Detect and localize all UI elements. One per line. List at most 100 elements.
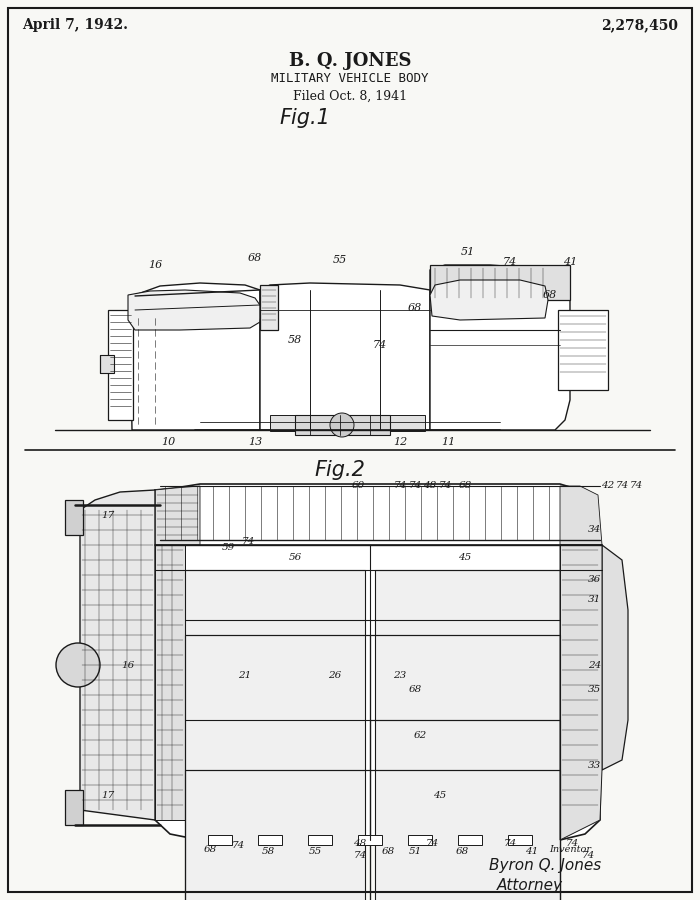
Bar: [260, 285, 278, 330]
Text: 60: 60: [351, 481, 365, 490]
Circle shape: [56, 643, 100, 687]
Text: 68: 68: [458, 481, 472, 490]
Text: 74: 74: [232, 841, 244, 850]
Text: 51: 51: [461, 247, 475, 257]
Text: 16: 16: [121, 661, 134, 670]
Text: 74: 74: [503, 257, 517, 267]
Text: 16: 16: [148, 260, 162, 270]
Text: 74: 74: [566, 839, 579, 848]
Bar: [458, 835, 482, 845]
Text: 68: 68: [382, 848, 395, 857]
Text: 42: 42: [601, 481, 615, 490]
Text: 68: 68: [248, 253, 262, 263]
Text: 74: 74: [393, 481, 407, 490]
Bar: [185, 545, 370, 900]
Polygon shape: [155, 545, 185, 820]
Text: 51: 51: [408, 848, 421, 857]
Text: 74: 74: [241, 537, 255, 546]
Text: 74: 74: [629, 481, 643, 490]
Text: 31: 31: [589, 596, 601, 605]
Text: 13: 13: [248, 437, 262, 447]
Text: 62: 62: [414, 731, 426, 740]
Text: MILITARY VEHICLE BODY: MILITARY VEHICLE BODY: [272, 72, 428, 85]
Polygon shape: [130, 283, 260, 430]
Bar: [270, 415, 425, 431]
Text: 68: 68: [204, 845, 216, 854]
Polygon shape: [430, 265, 570, 430]
Polygon shape: [560, 545, 602, 840]
Text: 58: 58: [261, 848, 274, 857]
Polygon shape: [602, 545, 628, 770]
Text: April 7, 1942.: April 7, 1942.: [22, 18, 128, 32]
Text: 36: 36: [589, 575, 601, 584]
Text: Byron Q. Jones: Byron Q. Jones: [489, 858, 601, 873]
Text: 10: 10: [161, 437, 175, 447]
Text: 17: 17: [102, 790, 115, 799]
Text: 45: 45: [458, 554, 472, 562]
Text: Fig.2: Fig.2: [314, 460, 365, 480]
Text: 68: 68: [456, 848, 468, 857]
Text: 74: 74: [426, 839, 439, 848]
Bar: [185, 570, 365, 900]
Text: 48: 48: [354, 839, 367, 848]
Text: 59: 59: [221, 544, 234, 553]
Polygon shape: [80, 490, 155, 820]
Text: 35: 35: [589, 686, 601, 695]
Bar: [430, 265, 570, 300]
Polygon shape: [155, 484, 602, 840]
Bar: [308, 835, 332, 845]
Text: 68: 68: [543, 290, 557, 300]
Text: 12: 12: [393, 437, 407, 447]
Bar: [508, 835, 532, 845]
Bar: [558, 310, 608, 390]
Text: 11: 11: [441, 437, 455, 447]
Bar: [370, 545, 560, 900]
Text: 58: 58: [288, 335, 302, 345]
Bar: [370, 720, 560, 900]
Text: B. Q. JONES: B. Q. JONES: [288, 52, 412, 70]
Bar: [295, 415, 390, 435]
Text: Inventor: Inventor: [549, 845, 591, 854]
Text: Filed Oct. 8, 1941: Filed Oct. 8, 1941: [293, 90, 407, 103]
Text: 56: 56: [288, 554, 302, 562]
Bar: [108, 310, 133, 420]
Text: Attorney: Attorney: [497, 878, 563, 893]
Text: Fig.1: Fig.1: [279, 108, 330, 128]
Text: 55: 55: [333, 255, 347, 265]
Text: 74: 74: [582, 850, 594, 860]
Bar: [408, 835, 432, 845]
Bar: [208, 835, 232, 845]
Text: 74: 74: [408, 481, 421, 490]
Text: 24: 24: [589, 661, 601, 670]
Text: 74: 74: [503, 839, 517, 848]
Text: 41: 41: [563, 257, 577, 267]
Text: 74: 74: [615, 481, 629, 490]
Bar: [65, 790, 83, 825]
Text: 34: 34: [589, 526, 601, 535]
Text: 55: 55: [309, 848, 321, 857]
Bar: [100, 355, 114, 373]
Bar: [185, 635, 370, 900]
Bar: [370, 635, 560, 900]
Polygon shape: [430, 280, 548, 320]
Bar: [358, 835, 382, 845]
Polygon shape: [155, 486, 200, 545]
Text: 23: 23: [393, 670, 407, 680]
Text: 48: 48: [424, 481, 437, 490]
Polygon shape: [560, 486, 602, 545]
Bar: [375, 570, 560, 900]
Text: 21: 21: [239, 670, 251, 680]
Text: 74: 74: [373, 340, 387, 350]
Text: 33: 33: [589, 760, 601, 770]
Text: 68: 68: [408, 686, 421, 695]
Polygon shape: [260, 283, 430, 430]
Text: 26: 26: [328, 670, 342, 680]
Text: 74: 74: [438, 481, 452, 490]
Text: 45: 45: [433, 790, 447, 799]
Text: 74: 74: [354, 850, 367, 860]
Bar: [185, 770, 560, 900]
Text: 68: 68: [408, 303, 422, 313]
Text: 41: 41: [526, 848, 538, 857]
Circle shape: [330, 413, 354, 437]
Bar: [258, 835, 282, 845]
